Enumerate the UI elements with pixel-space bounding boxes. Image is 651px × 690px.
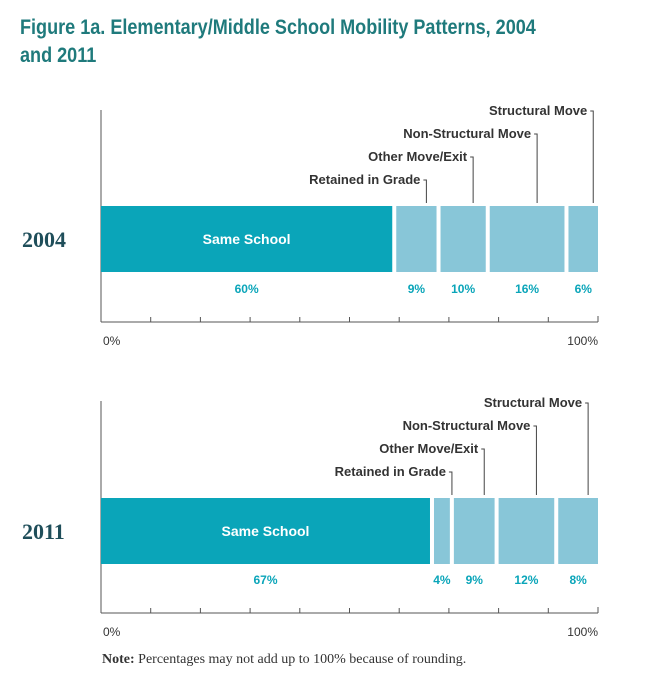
callout-label-2011-non-structural-move: Non-Structural Move <box>403 418 531 433</box>
callout-leader-2011-other-move-exit <box>481 448 485 495</box>
callout-label-2011-structural-move: Structural Move <box>484 395 582 410</box>
bar-segment-2011-other-move-exit <box>453 498 495 564</box>
callout-label-2004-structural-move: Structural Move <box>489 103 587 118</box>
bar-segment-2004-same-school <box>101 206 393 272</box>
note-label: Note: <box>102 652 135 667</box>
bar-segment-2004-structural-move <box>568 206 598 272</box>
callout-label-2011-retained-in-grade: Retained in Grade <box>335 464 446 479</box>
bar-segment-2004-non-structural-move <box>489 206 565 272</box>
callout-leader-2011-non-structural-move <box>533 425 537 495</box>
chart-note: Note: Percentages may not add up to 100%… <box>102 652 466 668</box>
callout-label-2004-retained-in-grade: Retained in Grade <box>309 172 420 187</box>
value-label-2004-same-school: 60% <box>235 282 259 296</box>
callout-leader-2004-other-move-exit <box>470 156 474 203</box>
axis-label-min-2011: 0% <box>103 625 121 639</box>
bar-segment-2004-retained-in-grade <box>396 206 437 272</box>
year-label-2004: 2004 <box>22 227 66 252</box>
callout-leader-2011-structural-move <box>585 402 589 495</box>
value-label-2004-retained-in-grade: 9% <box>408 282 426 296</box>
bar-segment-2004-other-move-exit <box>440 206 486 272</box>
value-label-2004-non-structural-move: 16% <box>515 282 539 296</box>
bar-label-2004-same-school: Same School <box>203 231 291 247</box>
value-label-2011-retained-in-grade: 4% <box>433 573 451 587</box>
axis-label-max-2004: 100% <box>567 334 598 348</box>
value-label-2004-other-move-exit: 10% <box>451 282 475 296</box>
value-label-2011-same-school: 67% <box>253 573 277 587</box>
value-label-2011-non-structural-move: 12% <box>514 573 538 587</box>
chart-title: Figure 1a. Elementary/Middle School Mobi… <box>20 16 536 67</box>
axis-label-min-2004: 0% <box>103 334 121 348</box>
value-label-2011-structural-move: 8% <box>569 573 587 587</box>
value-label-2004-structural-move: 6% <box>575 282 593 296</box>
callout-label-2004-other-move-exit: Other Move/Exit <box>368 149 468 164</box>
callout-leader-2004-retained-in-grade <box>423 179 427 203</box>
callout-leader-2004-non-structural-move <box>534 133 538 203</box>
bar-segment-2011-non-structural-move <box>498 498 555 564</box>
bar-label-2011-same-school: Same School <box>222 523 310 539</box>
callout-leader-2011-retained-in-grade <box>448 471 453 495</box>
bar-segment-2011-structural-move <box>558 498 598 564</box>
axis-label-max-2011: 100% <box>567 625 598 639</box>
callout-label-2011-other-move-exit: Other Move/Exit <box>379 441 479 456</box>
note-text: Percentages may not add up to 100% becau… <box>138 652 467 667</box>
value-label-2011-other-move-exit: 9% <box>466 573 484 587</box>
year-label-2011: 2011 <box>22 519 65 544</box>
bar-segment-2011-same-school <box>101 498 430 564</box>
callout-label-2004-non-structural-move: Non-Structural Move <box>403 126 531 141</box>
bar-segment-2011-retained-in-grade <box>433 498 450 564</box>
callout-leader-2004-structural-move <box>590 110 594 203</box>
